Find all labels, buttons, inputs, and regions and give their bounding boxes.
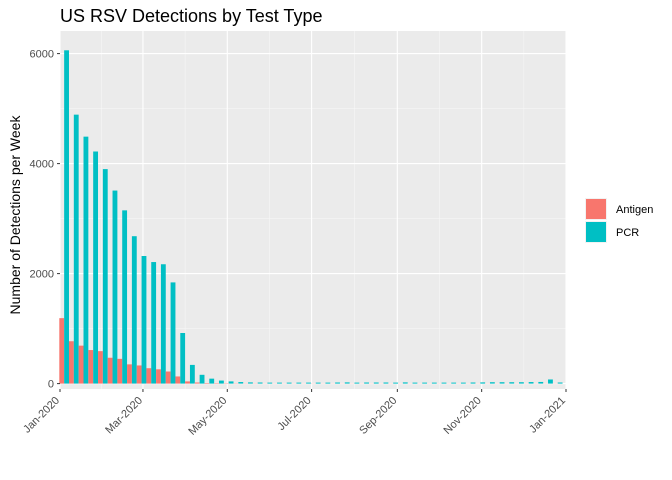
bars bbox=[59, 50, 563, 384]
bar-pcr bbox=[267, 382, 273, 384]
legend: Antigen PCR bbox=[585, 198, 653, 243]
bar-pcr bbox=[422, 382, 428, 384]
bar-pcr bbox=[325, 382, 331, 384]
bar-pcr bbox=[460, 382, 466, 384]
bar-antigen bbox=[107, 357, 113, 384]
x-axis: Jan-2020 Mar-2020 May-2020 Jul-2020 Sep-2020… bbox=[21, 389, 568, 438]
bar-antigen bbox=[156, 369, 161, 384]
bar-antigen bbox=[185, 381, 190, 384]
bar-pcr bbox=[209, 378, 215, 384]
bar-pcr bbox=[199, 374, 205, 384]
bar-pcr bbox=[141, 256, 147, 384]
bar-pcr bbox=[335, 382, 340, 384]
bar-pcr bbox=[373, 382, 379, 384]
bar-pcr bbox=[344, 382, 350, 384]
bar-antigen bbox=[127, 364, 132, 384]
chart-title: US RSV Detections by Test Type bbox=[60, 6, 323, 26]
bar-pcr bbox=[480, 382, 486, 384]
bar-pcr bbox=[499, 382, 505, 384]
bar-antigen bbox=[98, 351, 103, 384]
x-tick-label: Mar-2020 bbox=[103, 395, 145, 437]
y-tick-label: 4000 bbox=[30, 159, 54, 171]
y-tick-label: 6000 bbox=[30, 49, 54, 61]
bar-antigen bbox=[194, 382, 200, 384]
bar-pcr bbox=[131, 236, 137, 384]
x-tick-label: Nov-2020 bbox=[442, 395, 484, 437]
bar-antigen bbox=[117, 358, 123, 384]
bar-antigen bbox=[146, 368, 152, 384]
bar-pcr bbox=[518, 382, 524, 384]
bar-antigen bbox=[88, 350, 94, 384]
bar-pcr bbox=[122, 210, 128, 384]
bar-pcr bbox=[277, 382, 282, 384]
bar-antigen bbox=[175, 376, 181, 384]
bar-pcr bbox=[431, 382, 437, 384]
bar-antigen bbox=[165, 371, 171, 384]
bar-pcr bbox=[180, 333, 186, 384]
bar-pcr bbox=[393, 382, 399, 384]
bar-pcr bbox=[383, 382, 389, 384]
y-tick-label: 2000 bbox=[30, 269, 54, 281]
y-axis-title: Number of Detections per Week bbox=[7, 115, 23, 315]
bar-pcr bbox=[102, 169, 108, 384]
bar-pcr bbox=[402, 382, 408, 384]
bar-pcr bbox=[315, 382, 321, 384]
bar-pcr bbox=[354, 382, 360, 384]
bar-pcr bbox=[286, 382, 292, 384]
bar-antigen bbox=[204, 383, 210, 384]
bar-pcr bbox=[528, 382, 534, 384]
bar-pcr bbox=[248, 382, 253, 384]
bar-pcr bbox=[548, 379, 553, 384]
y-tick-label: 0 bbox=[48, 379, 54, 391]
bar-pcr bbox=[538, 381, 544, 384]
bar-pcr bbox=[557, 382, 563, 384]
bar-pcr bbox=[306, 382, 311, 384]
x-tick-label: May-2020 bbox=[186, 395, 229, 438]
bar-pcr bbox=[151, 262, 157, 384]
legend-label-pcr: PCR bbox=[616, 227, 639, 239]
bar-pcr bbox=[441, 382, 447, 384]
legend-swatch-antigen bbox=[586, 199, 606, 219]
bar-pcr bbox=[412, 382, 418, 384]
x-tick-label: Jan-2021 bbox=[527, 395, 568, 436]
bar-pcr bbox=[238, 382, 244, 384]
bar-pcr bbox=[93, 151, 99, 384]
bar-pcr bbox=[64, 50, 69, 384]
bar-antigen bbox=[78, 345, 84, 384]
bar-pcr bbox=[364, 382, 369, 384]
bar-pcr bbox=[489, 382, 495, 384]
legend-label-antigen: Antigen bbox=[616, 204, 653, 216]
bar-antigen bbox=[59, 318, 65, 384]
legend-swatch-pcr bbox=[586, 222, 606, 242]
bar-pcr bbox=[451, 382, 457, 384]
bar-pcr bbox=[470, 382, 476, 384]
x-tick-label: Sep-2020 bbox=[357, 395, 399, 437]
x-tick-label: Jul-2020 bbox=[275, 395, 313, 433]
bar-pcr bbox=[509, 382, 515, 384]
y-axis: 0 2000 4000 6000 bbox=[30, 49, 60, 391]
bar-pcr bbox=[83, 136, 89, 384]
bar-pcr bbox=[189, 364, 195, 384]
bar-pcr bbox=[228, 381, 234, 384]
bar-pcr bbox=[160, 264, 166, 384]
x-tick-label: Jan-2020 bbox=[21, 395, 62, 436]
bar-pcr bbox=[170, 282, 176, 384]
bar-pcr bbox=[73, 114, 79, 384]
bar-pcr bbox=[257, 382, 263, 384]
bar-pcr bbox=[112, 190, 118, 384]
bar-antigen bbox=[136, 365, 142, 384]
bar-pcr bbox=[218, 380, 224, 384]
bar-pcr bbox=[296, 382, 302, 384]
bar-antigen bbox=[68, 341, 74, 384]
